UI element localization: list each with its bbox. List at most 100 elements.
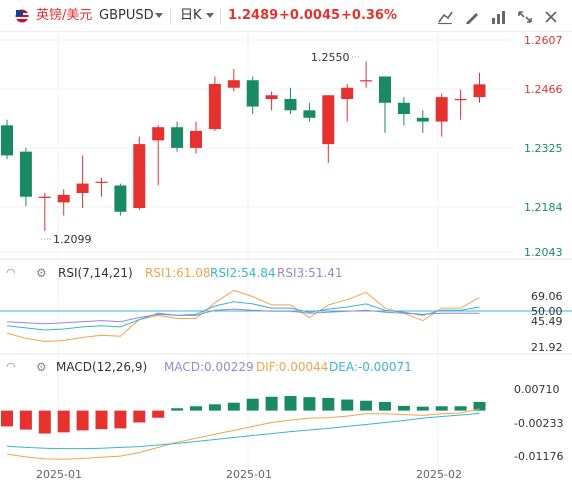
fullscreen-icon[interactable] bbox=[516, 9, 534, 25]
candle-body bbox=[416, 117, 429, 122]
settings-icon[interactable]: ⚙ bbox=[36, 266, 47, 280]
pair-name[interactable]: 英镑/美元 bbox=[36, 8, 93, 23]
macd-bar bbox=[190, 406, 202, 411]
close-icon[interactable] bbox=[542, 9, 560, 25]
macd-label: MACD:0.00229 bbox=[164, 360, 254, 374]
candle bbox=[397, 97, 410, 126]
macd-bar bbox=[208, 404, 221, 411]
candle-body bbox=[379, 76, 391, 103]
macd-bar bbox=[322, 397, 335, 411]
candle bbox=[227, 68, 240, 92]
candle-body bbox=[284, 99, 297, 111]
rsi-series-line bbox=[6, 308, 480, 325]
candle bbox=[360, 61, 373, 88]
rsi-series-line bbox=[6, 301, 480, 331]
macd-tick: -0.01176 bbox=[514, 450, 563, 463]
candle bbox=[208, 76, 221, 131]
rsi2-label: RSI2:54.84 bbox=[210, 266, 276, 280]
x-axis-label: 2025-01 bbox=[226, 468, 272, 481]
macd-bar bbox=[1, 410, 13, 427]
rsi-lines bbox=[6, 289, 480, 343]
candle-body bbox=[38, 196, 51, 198]
candle-body bbox=[473, 84, 486, 98]
price-change-pct: +0.36% bbox=[341, 8, 397, 23]
candle bbox=[435, 93, 448, 137]
chevron-down-icon[interactable] bbox=[155, 13, 163, 18]
macd-bar bbox=[133, 410, 146, 423]
rsi-tick: 21.92 bbox=[531, 341, 563, 354]
candle bbox=[114, 183, 127, 216]
settings-icon[interactable]: ⚙ bbox=[36, 360, 47, 374]
candle bbox=[76, 155, 89, 209]
macd-bar bbox=[284, 395, 297, 411]
candle bbox=[416, 110, 429, 133]
candles bbox=[1, 61, 486, 231]
candle-body bbox=[246, 80, 259, 107]
crosshair-icon[interactable] bbox=[436, 9, 454, 25]
macd-panel: ◠ ⚙ MACD(12,26,9) MACD:0.00229 DIF:0.000… bbox=[1, 360, 563, 463]
macd-bar bbox=[435, 406, 448, 411]
period-selector[interactable]: 日K bbox=[180, 8, 202, 23]
candle bbox=[19, 147, 32, 207]
macd-series-line bbox=[6, 412, 480, 450]
candle bbox=[190, 121, 202, 154]
candle bbox=[171, 121, 184, 152]
rsi-tick: 50.00 bbox=[531, 305, 563, 318]
macd-series-line bbox=[6, 408, 480, 460]
rsi-tick: 45.49 bbox=[531, 315, 563, 328]
candle bbox=[473, 72, 486, 103]
draw-tool-icon[interactable] bbox=[463, 9, 481, 25]
candle-body bbox=[303, 110, 316, 118]
macd-bar bbox=[473, 401, 486, 411]
macd-bar bbox=[114, 410, 127, 429]
eye-icon[interactable]: ◠ bbox=[6, 266, 16, 279]
candle bbox=[454, 89, 467, 120]
candle bbox=[322, 95, 335, 163]
eye-icon[interactable]: ◠ bbox=[6, 360, 16, 373]
rsi-series-line bbox=[6, 289, 480, 343]
high-annotation: 1.2550 bbox=[311, 51, 350, 64]
rsi-panel: ◠ ⚙ RSI(7,14,21) RSI1:61.08 RSI2:54.84 R… bbox=[0, 266, 572, 354]
price-change: +0.0045 bbox=[279, 8, 341, 23]
candle bbox=[284, 87, 297, 115]
candle bbox=[265, 91, 278, 111]
candle bbox=[38, 192, 51, 231]
candle-body bbox=[95, 181, 108, 183]
rsi1-label: RSI1:61.08 bbox=[145, 266, 211, 280]
candle bbox=[303, 102, 316, 122]
macd-bar bbox=[19, 410, 32, 430]
macd-bar bbox=[152, 410, 165, 418]
price-tick: 1.2325 bbox=[524, 142, 563, 155]
symbol-selector[interactable]: GBPUSD bbox=[99, 8, 154, 23]
macd-bar bbox=[397, 405, 410, 411]
candle-body bbox=[435, 97, 448, 122]
candle-body bbox=[227, 80, 240, 88]
toolbar: 英镑/美元 GBPUSD 日K 1.2489 +0.0045 +0.36% bbox=[0, 0, 572, 32]
candle-body bbox=[397, 102, 410, 115]
candle bbox=[341, 83, 354, 122]
macd-bar bbox=[416, 406, 429, 411]
candle-body bbox=[322, 95, 335, 145]
macd-bar bbox=[95, 410, 108, 430]
candle bbox=[133, 136, 146, 210]
indicator-settings-icon[interactable] bbox=[489, 9, 507, 25]
candle-body bbox=[360, 80, 373, 82]
macd-bar bbox=[454, 406, 467, 411]
macd-bar bbox=[227, 402, 240, 411]
rsi3-label: RSI3:51.41 bbox=[277, 266, 343, 280]
price-tick: 1.2607 bbox=[524, 34, 563, 47]
candle bbox=[379, 76, 391, 133]
chevron-down-icon[interactable] bbox=[206, 13, 214, 18]
rsi-title: RSI(7,14,21) bbox=[58, 266, 133, 280]
dea-label: DEA:-0.00071 bbox=[329, 360, 412, 374]
candle-body bbox=[133, 144, 146, 209]
macd-bar bbox=[265, 396, 278, 411]
price-tick: 1.2043 bbox=[524, 246, 563, 259]
macd-bar bbox=[171, 408, 184, 411]
candle-body bbox=[57, 194, 70, 203]
candle-body bbox=[454, 99, 467, 101]
candle-body bbox=[171, 127, 184, 148]
macd-tick: -0.00233 bbox=[514, 417, 563, 430]
candle-body bbox=[1, 125, 13, 156]
